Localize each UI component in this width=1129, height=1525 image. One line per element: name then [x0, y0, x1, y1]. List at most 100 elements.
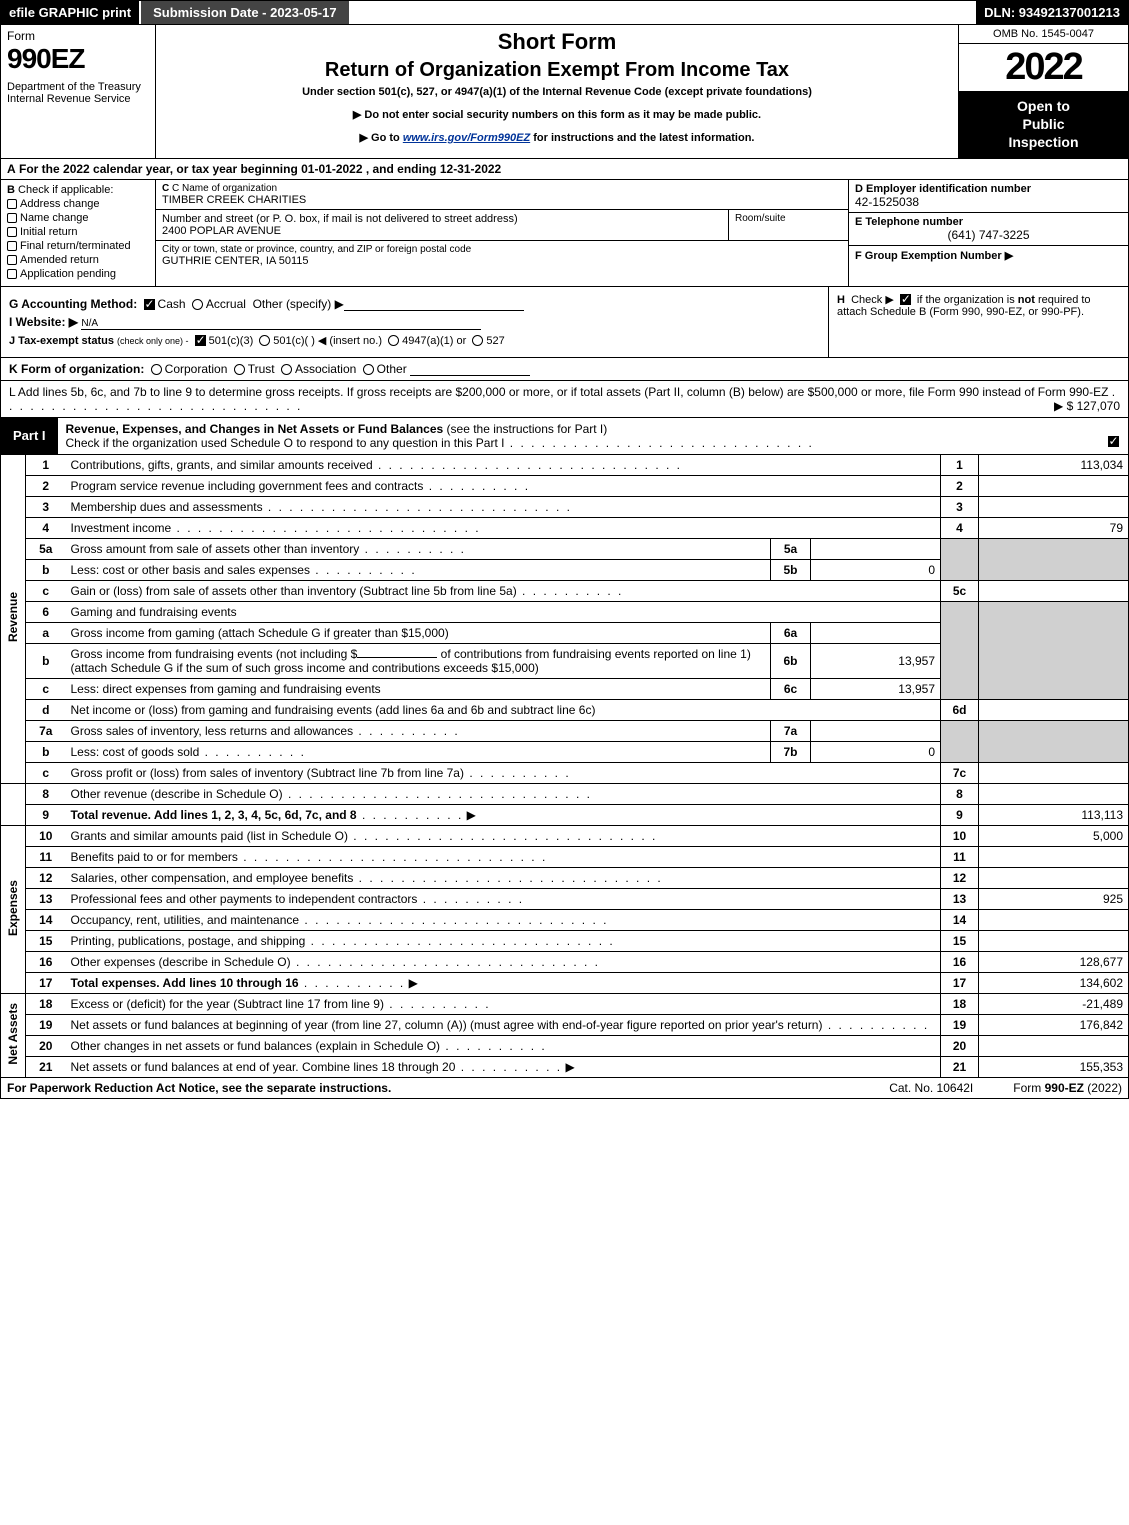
checkbox-501c3[interactable] — [195, 335, 206, 346]
return-title: Return of Organization Exempt From Incom… — [162, 59, 952, 82]
l5b-desc: Less: cost or other basis and sales expe… — [66, 559, 771, 580]
l15-num: 15 — [26, 930, 66, 951]
ein-label: D Employer identification number — [855, 183, 1122, 195]
l6b-num: b — [26, 643, 66, 678]
header-right: OMB No. 1545-0047 2022 Open to Public In… — [958, 25, 1128, 158]
l9-desc: Total revenue. Add lines 1, 2, 3, 4, 5c,… — [66, 804, 941, 825]
footer-right-pre: Form — [1013, 1081, 1044, 1095]
checkbox-501c[interactable] — [259, 335, 270, 346]
j-note: (check only one) - — [117, 336, 189, 346]
org-name-label: C C Name of organization — [162, 183, 842, 194]
l16-rn: 16 — [941, 951, 979, 972]
part1-check-line: Check if the organization used Schedule … — [66, 436, 505, 450]
checkbox-schedule-o-part1[interactable] — [1108, 436, 1119, 447]
accrual-label: Accrual — [206, 297, 246, 311]
part1-dots — [504, 436, 813, 450]
city-value: GUTHRIE CENTER, IA 50115 — [162, 255, 842, 267]
l16-desc: Other expenses (describe in Schedule O) — [66, 951, 941, 972]
l6d-rn: 6d — [941, 699, 979, 720]
l5a-sub: 5a — [771, 538, 811, 559]
checkbox-application-pending[interactable] — [7, 269, 17, 279]
checkbox-name-change[interactable] — [7, 213, 17, 223]
line-18: Net Assets 18 Excess or (deficit) for th… — [1, 993, 1129, 1014]
l20-rn: 20 — [941, 1035, 979, 1056]
city-row: City or town, state or province, country… — [156, 241, 848, 286]
l20-desc: Other changes in net assets or fund bala… — [66, 1035, 941, 1056]
open-line3: Inspection — [963, 133, 1124, 151]
checkbox-trust[interactable] — [234, 364, 245, 375]
checkbox-initial-return[interactable] — [7, 227, 17, 237]
line-1: Revenue 1 Contributions, gifts, grants, … — [1, 455, 1129, 476]
l11-rn: 11 — [941, 846, 979, 867]
chk-label-1: Name change — [20, 212, 89, 224]
part1-title-bold: Revenue, Expenses, and Changes in Net As… — [66, 422, 444, 436]
line-5a: 5a Gross amount from sale of assets othe… — [1, 538, 1129, 559]
street-cell: Number and street (or P. O. box, if mail… — [156, 210, 728, 240]
checkbox-amended-return[interactable] — [7, 255, 17, 265]
l6b-subval: 13,957 — [811, 643, 941, 678]
h-text: Check ▶ if the organization is not requi… — [837, 294, 1091, 318]
l21-val: 155,353 — [979, 1056, 1129, 1077]
tax-year: 2022 — [959, 44, 1128, 91]
j-label: J Tax-exempt status — [9, 335, 114, 347]
other-specify-blank[interactable] — [344, 299, 524, 311]
l12-num: 12 — [26, 867, 66, 888]
501c3-label: 501(c)(3) — [209, 335, 254, 347]
line-6: 6 Gaming and fundraising events — [1, 601, 1129, 622]
row-a-text: For the 2022 calendar year, or tax year … — [19, 162, 501, 176]
footer-right: Form 990-EZ (2022) — [1013, 1081, 1122, 1095]
short-form-title: Short Form — [162, 29, 952, 55]
room-cell: Room/suite — [728, 210, 848, 240]
l7a-sub: 7a — [771, 720, 811, 741]
checkbox-association[interactable] — [281, 364, 292, 375]
l7b-sub: 7b — [771, 741, 811, 762]
top-bar: efile GRAPHIC print Submission Date - 20… — [0, 0, 1129, 25]
l15-val — [979, 930, 1129, 951]
l7c-desc: Gross profit or (loss) from sales of inv… — [66, 762, 941, 783]
l20-val — [979, 1035, 1129, 1056]
checkbox-accrual[interactable] — [192, 299, 203, 310]
l5a-num: 5a — [26, 538, 66, 559]
chk-label-0: Address change — [20, 198, 100, 210]
group-exemption-label: F Group Exemption Number ▶ — [855, 249, 1122, 262]
ein-value: 42-1525038 — [855, 195, 1122, 209]
l5c-rn: 5c — [941, 580, 979, 601]
checkbox-4947[interactable] — [388, 335, 399, 346]
l3-num: 3 — [26, 496, 66, 517]
checkbox-address-change[interactable] — [7, 199, 17, 209]
org-name-row: C C Name of organization TIMBER CREEK CH… — [156, 180, 848, 210]
irs-link[interactable]: www.irs.gov/Form990EZ — [403, 132, 530, 144]
l10-rn: 10 — [941, 825, 979, 846]
l19-desc: Net assets or fund balances at beginning… — [66, 1014, 941, 1035]
footer-catno: Cat. No. 10642I — [889, 1081, 973, 1095]
line-8: 8 Other revenue (describe in Schedule O)… — [1, 783, 1129, 804]
revenue-side-label: Revenue — [1, 455, 26, 784]
part1-header: Part I Revenue, Expenses, and Changes in… — [0, 418, 1129, 455]
l2-desc: Program service revenue including govern… — [66, 475, 941, 496]
l7a-desc: Gross sales of inventory, less returns a… — [66, 720, 771, 741]
ein-row: D Employer identification number 42-1525… — [849, 180, 1128, 213]
form-header: Form 990EZ Department of the Treasury In… — [0, 25, 1129, 159]
city-label: City or town, state or province, country… — [162, 244, 842, 255]
l7ab-grey-rn — [941, 720, 979, 762]
checkbox-schedule-b[interactable] — [900, 294, 911, 305]
checkbox-527[interactable] — [472, 335, 483, 346]
checkbox-corporation[interactable] — [151, 364, 162, 375]
l1-desc: Contributions, gifts, grants, and simila… — [66, 455, 941, 476]
527-label: 527 — [486, 335, 504, 347]
l12-rn: 12 — [941, 867, 979, 888]
l7c-rn: 7c — [941, 762, 979, 783]
checkbox-final-return[interactable] — [7, 241, 17, 251]
checkbox-cash[interactable] — [144, 299, 155, 310]
l1-val: 113,034 — [979, 455, 1129, 476]
l5c-num: c — [26, 580, 66, 601]
other-org-blank[interactable] — [410, 364, 530, 376]
l13-num: 13 — [26, 888, 66, 909]
omb-number: OMB No. 1545-0047 — [959, 25, 1128, 44]
chk-label-3: Final return/terminated — [20, 240, 131, 252]
l11-desc: Benefits paid to or for members — [66, 846, 941, 867]
l17-val: 134,602 — [979, 972, 1129, 993]
checkbox-other-org[interactable] — [363, 364, 374, 375]
l5c-val — [979, 580, 1129, 601]
line-13: 13 Professional fees and other payments … — [1, 888, 1129, 909]
